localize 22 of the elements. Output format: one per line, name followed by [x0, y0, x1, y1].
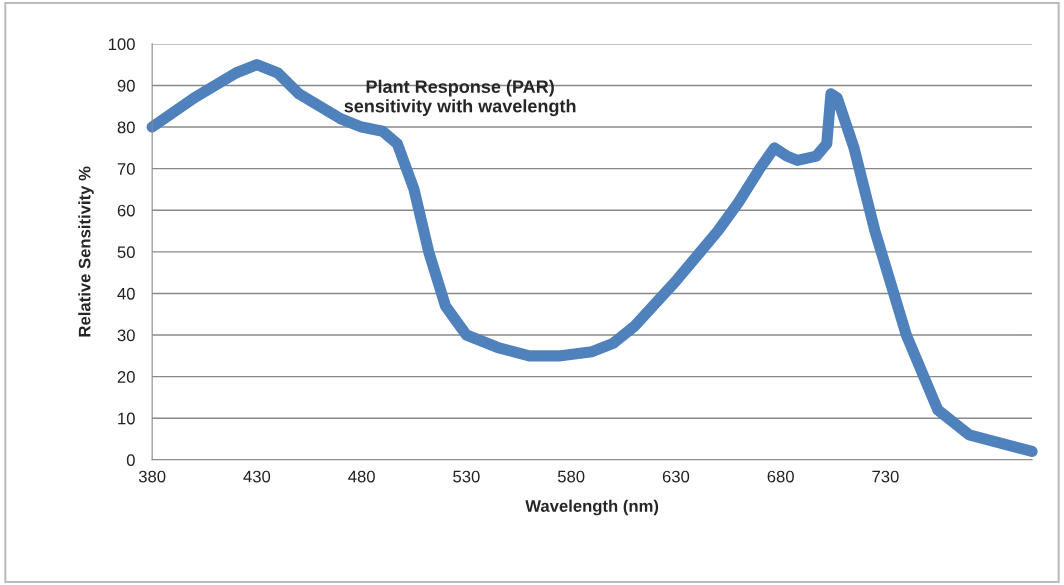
y-tick-label: 50 — [117, 246, 135, 259]
x-tick-label: 530 — [453, 470, 480, 483]
x-tick-label: 430 — [243, 470, 271, 483]
x-tick-label: 630 — [662, 470, 690, 483]
x-tick-label: 730 — [872, 470, 899, 483]
y-tick-label: 80 — [117, 121, 135, 134]
y-tick-label: 20 — [117, 371, 135, 383]
y-tick-label: 60 — [117, 204, 135, 217]
x-tick-label: 480 — [348, 470, 375, 483]
text: Plant Response (PAR) sensitivity with wavelength — [344, 79, 576, 117]
x-tick-label: 680 — [767, 470, 794, 483]
x-tick-label: 580 — [557, 470, 585, 483]
y-tick-label: 10 — [118, 412, 135, 425]
y-tick-label: 40 — [117, 287, 135, 300]
y-tick-label: 90 — [117, 79, 135, 92]
x-axis-title: Wavelength (nm) — [525, 499, 659, 516]
y-tick-label: 70 — [117, 163, 135, 175]
x-tick-label: 380 — [138, 470, 166, 483]
y-axis-title: Relative Sensitivity % — [78, 166, 94, 337]
y-tick-label: 0 — [126, 454, 135, 467]
y-tick-label: 100 — [108, 38, 135, 51]
y-tick-label: 30 — [117, 329, 135, 342]
